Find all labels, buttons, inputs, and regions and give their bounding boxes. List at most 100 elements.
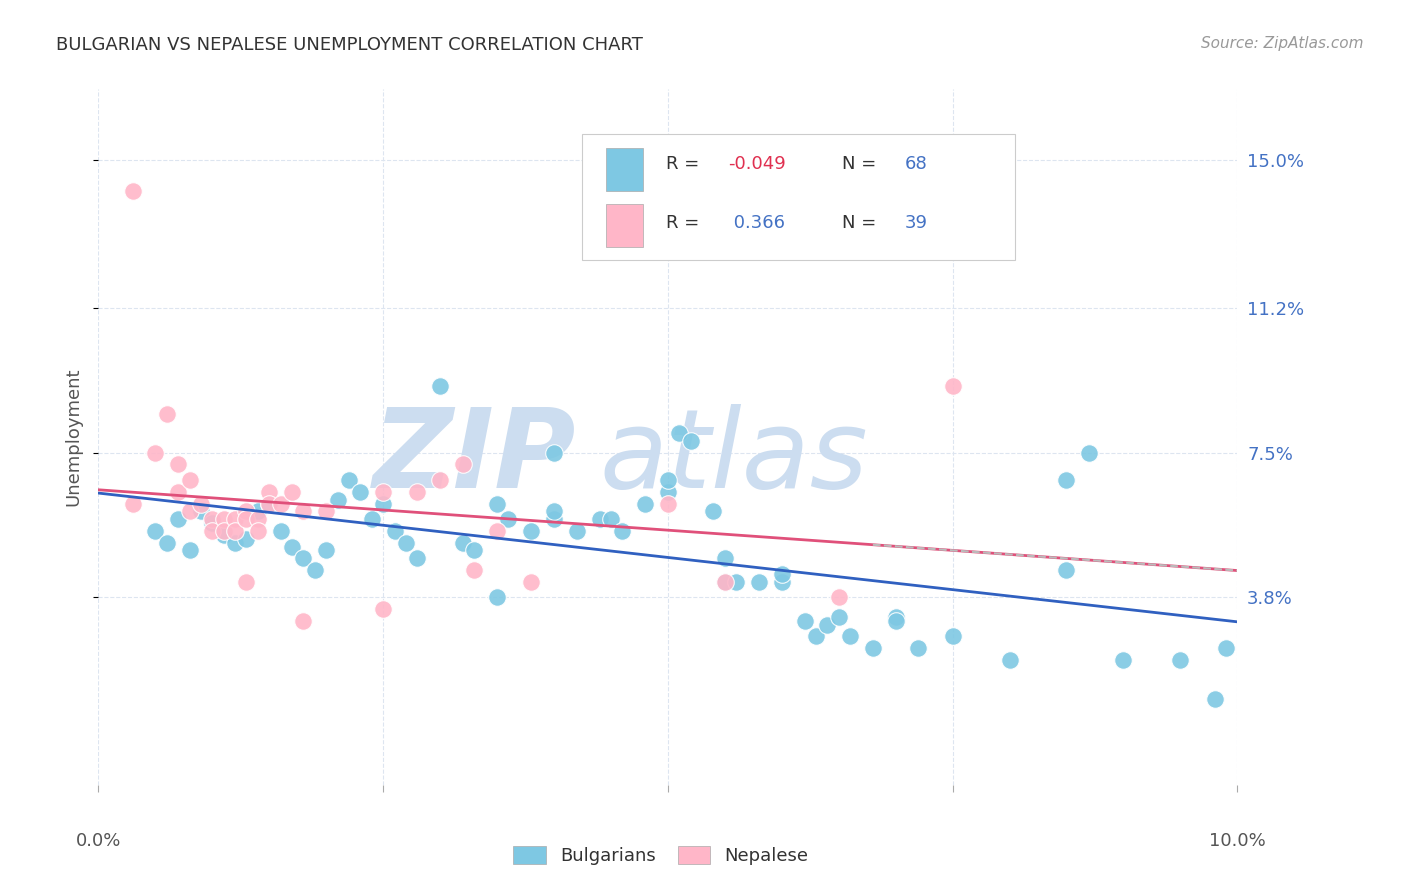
Text: 39: 39 [904,214,928,232]
Point [235,574,257,589]
Point [486,591,509,605]
Text: BULGARIAN VS NEPALESE UNEMPLOYMENT CORRELATION CHART: BULGARIAN VS NEPALESE UNEMPLOYMENT CORRE… [56,36,643,54]
Point [235,504,257,518]
Point [259,484,281,499]
Point [156,407,179,421]
Point [201,524,224,538]
Point [190,496,212,510]
Point [179,543,201,558]
Point [907,641,929,656]
Point [304,563,326,577]
Point [884,614,907,628]
Point [384,524,406,538]
Point [259,496,281,510]
Point [235,512,257,526]
Point [121,496,143,510]
Point [281,540,304,554]
Point [815,617,838,632]
Text: N =: N = [842,214,882,232]
Point [167,484,190,499]
Point [998,653,1021,667]
Point [657,484,679,499]
Point [156,535,179,549]
Point [373,484,395,499]
Text: Source: ZipAtlas.com: Source: ZipAtlas.com [1201,36,1364,51]
Point [224,512,246,526]
Text: ZIP: ZIP [373,404,576,511]
Point [235,532,257,546]
Point [145,524,167,538]
Point [201,512,224,526]
Point [1170,653,1192,667]
Y-axis label: Unemployment: Unemployment [65,368,83,507]
Point [463,563,485,577]
Point [121,184,143,198]
Point [246,524,269,538]
Point [315,504,337,518]
Point [1078,446,1101,460]
Point [270,496,292,510]
Point [702,504,724,518]
Point [246,504,269,518]
Point [246,512,269,526]
Point [828,610,851,624]
Point [337,473,360,487]
Point [725,574,748,589]
Point [520,524,543,538]
Point [451,458,474,472]
Point [588,512,610,526]
Point [292,614,315,628]
Point [315,543,337,558]
Point [1215,641,1237,656]
Point [804,629,827,643]
Point [463,543,485,558]
Point [714,551,737,566]
Point [748,574,770,589]
Point [600,512,623,526]
FancyBboxPatch shape [582,135,1015,260]
Text: 10.0%: 10.0% [1209,832,1265,850]
Point [167,458,190,472]
Text: 0.0%: 0.0% [76,832,121,850]
Text: R =: R = [665,214,704,232]
Text: 68: 68 [904,155,928,173]
Point [486,496,509,510]
Point [1056,563,1078,577]
Point [839,629,862,643]
Text: R =: R = [665,155,704,173]
Text: 0.366: 0.366 [728,214,785,232]
Point [224,524,246,538]
Point [145,446,167,460]
Legend: Bulgarians, Nepalese: Bulgarians, Nepalese [505,837,817,874]
Point [679,434,702,448]
Point [1112,653,1135,667]
Point [1056,473,1078,487]
Point [270,524,292,538]
Text: N =: N = [842,155,882,173]
Point [612,524,634,538]
Point [770,566,793,581]
Point [543,446,565,460]
Point [212,524,235,538]
Text: atlas: atlas [599,404,868,511]
Point [657,496,679,510]
Point [292,504,315,518]
Point [714,574,737,589]
Point [942,629,965,643]
Point [884,610,907,624]
Point [498,512,520,526]
Point [212,528,235,542]
Point [406,551,429,566]
Point [360,512,382,526]
Point [201,516,224,530]
Point [520,574,543,589]
Point [451,535,474,549]
Point [373,496,395,510]
Text: -0.049: -0.049 [728,155,786,173]
Point [373,602,395,616]
Point [862,641,884,656]
Point [770,574,793,589]
Point [259,496,281,510]
Point [167,512,190,526]
Point [224,535,246,549]
